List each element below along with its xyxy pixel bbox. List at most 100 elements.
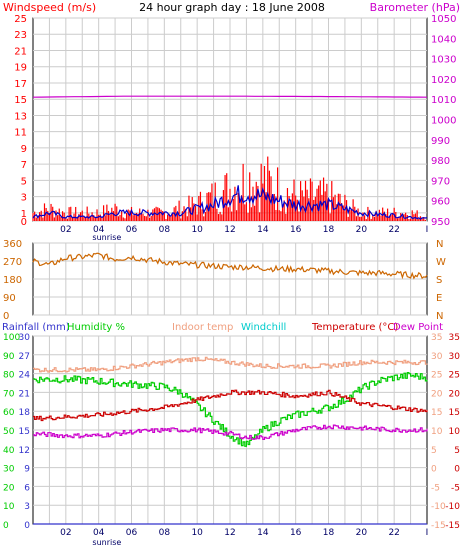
temp-tick-label: 25 [431,371,442,381]
chart-title: 24 hour graph day : 18 June 2008 [139,1,325,14]
temperature-line [33,389,428,422]
barometer-tick-label: 960 [431,197,450,208]
humidity-tick-label: 10 [3,502,15,512]
legend-rainfall: Rainfall (mm) [2,322,70,333]
windspeed-tick-label: 5 [21,176,27,187]
temp-tick-label: 35 [431,333,442,343]
rainfall-tick-label: 27 [19,352,30,362]
temp-tick-label-right: 0 [454,465,460,475]
humidity-tick-label: 70 [3,389,15,399]
x-tick-label: 10 [191,528,203,538]
rainfall-tick-label: 12 [19,446,30,456]
legend-temperature: Temperature (°C) [311,322,398,333]
legend-indoor-temp: Indoor temp [172,322,233,333]
direction-tick-label: 0 [3,311,9,322]
x-tick-label: 18 [323,528,335,538]
x-tick-label: I [426,528,429,538]
humidity-tick-label: 40 [3,446,15,456]
barometer-axis-title: Barometer (hPa) [370,1,460,14]
temp-tick-label: 15 [431,408,442,418]
barometer-tick-label: 980 [431,156,450,167]
x-tick-label: 04 [93,225,105,235]
humidity-tick-label: 100 [3,333,20,343]
x-tick-label: 02 [60,225,71,235]
rainfall-tick-label: 3 [24,502,30,512]
windspeed-tick-label: 19 [14,63,27,74]
compass-tick-label: S [436,275,442,286]
x-tick-label: 16 [290,528,302,538]
temp-tick-label: 10 [431,427,443,437]
direction-tick-label: 180 [3,275,22,286]
x-tick-label: 16 [290,225,302,235]
x-tick-label: 18 [323,225,335,235]
humidity-tick-label: 50 [3,427,15,437]
rainfall-tick-label: 9 [24,465,30,475]
temp-tick-label-right: 5 [454,446,460,456]
barometer-tick-label: 1050 [431,14,456,25]
x-tick-label: 22 [388,528,399,538]
humidity-line [33,372,428,447]
compass-tick-label: E [436,293,442,304]
x-tick-label: 06 [126,528,138,538]
x-tick-label: 02 [60,528,71,538]
humidity-tick-label: 20 [3,483,15,493]
legend-windchill: Windchill [241,322,286,333]
x-tick-label: 20 [356,528,368,538]
windspeed-axis-title: Windspeed (m/s) [3,1,96,14]
temp-tick-label-right: 10 [449,427,461,437]
barometer-line [32,95,428,98]
compass-tick-label: W [436,257,446,268]
temp-tick-label-right: -15 [445,521,460,531]
barometer-tick-label: 970 [431,176,450,187]
x-tick-label: 12 [224,528,235,538]
temp-tick-label-right: 15 [449,408,460,418]
temp-tick-label-right: 25 [449,371,460,381]
humidity-tick-label: 80 [3,371,15,381]
sunrise-label: sunrise [92,538,121,547]
indoor-temp-line [33,356,428,373]
rainfall-tick-label: 24 [19,371,31,381]
windspeed-tick-label: 9 [21,144,27,155]
barometer-tick-label: 1010 [431,95,456,106]
compass-tick-label: N [436,311,443,322]
barometer-tick-label: 1040 [431,34,456,45]
windspeed-tick-label: 25 [14,14,27,25]
windspeed-tick-label: 0 [21,217,27,228]
rainfall-tick-label: 21 [19,389,30,399]
barometer-tick-label: 1020 [431,75,456,86]
x-tick-label: 22 [388,225,399,235]
x-tick-label: 08 [159,225,171,235]
humidity-tick-label: 90 [3,352,15,362]
temp-tick-label-right: 30 [449,352,461,362]
dewpoint-line [33,424,428,440]
direction-tick-label: 270 [3,257,22,268]
barometer-tick-label: 950 [431,217,450,228]
windspeed-tick-label: 7 [21,160,27,171]
compass-tick-label: N [436,239,443,250]
windspeed-tick-label: 23 [14,30,27,41]
windspeed-tick-label: 17 [14,79,27,90]
rainfall-tick-label: 15 [19,427,30,437]
x-tick-label: 14 [257,528,269,538]
windspeed-tick-label: 15 [14,95,27,106]
barometer-tick-label: 1030 [431,55,456,66]
barometer-tick-label: 1000 [431,116,456,127]
direction-tick-label: 90 [3,293,16,304]
humidity-tick-label: 30 [3,465,15,475]
x-tick-label: 04 [93,528,105,538]
rainfall-tick-label: 6 [24,483,30,493]
windspeed-tick-label: 3 [21,193,27,204]
sunrise-label: sunrise [92,233,121,242]
temp-tick-label: 20 [431,389,443,399]
windspeed-tick-label: 1 [21,209,27,220]
windspeed-tick-label: 13 [14,111,27,122]
humidity-tick-label: 60 [3,408,15,418]
temp-tick-label-right: 35 [449,333,460,343]
temperature-humidity-panel: 0102030405060708090100036912151821242730… [3,333,460,547]
temp-tick-label: 5 [431,446,437,456]
temperature-legend: Rainfall (mm) Humidity % Indoor temp Win… [2,322,443,333]
x-tick-label: 08 [159,528,171,538]
temp-tick-label-right: -5 [451,483,460,493]
